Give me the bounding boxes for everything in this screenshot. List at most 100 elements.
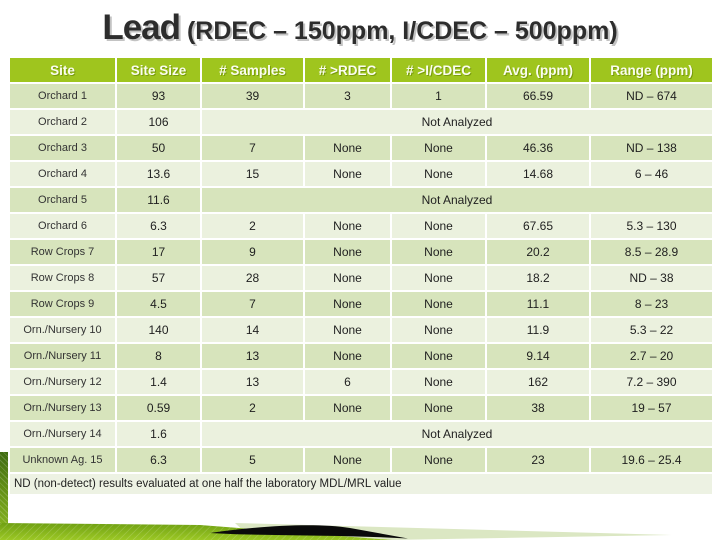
cell-gt-rdec: 6 [303, 368, 392, 396]
cell-site: Orn./Nursery 12 [8, 368, 117, 396]
cell-avg-ppm: 14.68 [485, 160, 591, 188]
cell-avg-ppm: 67.65 [485, 212, 591, 240]
cell-range-ppm: 19.6 – 25.4 [589, 446, 714, 474]
cell-not-analyzed: Not Analyzed [200, 108, 714, 136]
table-row: Row Crops 9 4.5 7 None None 11.1 8 – 23 [8, 290, 714, 318]
table-row: Orchard 4 13.6 15 None None 14.68 6 – 46 [8, 160, 714, 188]
cell-avg-ppm: 20.2 [485, 238, 591, 266]
table-row: Orchard 5 11.6 Not Analyzed [8, 186, 714, 214]
cell-site-size: 0.59 [115, 394, 202, 422]
cell-samples: 14 [200, 316, 305, 344]
cell-gt-rdec: None [303, 264, 392, 292]
cell-gt-rdec: None [303, 342, 392, 370]
column-header-3: # Samples [200, 56, 305, 84]
cell-site: Orchard 4 [8, 160, 117, 188]
cell-gt-rdec: None [303, 238, 392, 266]
column-header-1: Site [8, 56, 117, 84]
cell-site-size: 4.5 [115, 290, 202, 318]
cell-gt-rdec: None [303, 160, 392, 188]
cell-site-size: 6.3 [115, 446, 202, 474]
table-row: Orn./Nursery 12 1.4 13 6 None 162 7.2 – 390 [8, 368, 714, 396]
cell-range-ppm: ND – 674 [589, 82, 714, 110]
cell-gt-icdec: None [390, 446, 487, 474]
table-row: Orn./Nursery 14 1.6 Not Analyzed [8, 420, 714, 448]
cell-site-size: 1.6 [115, 420, 202, 448]
cell-range-ppm: 2.7 – 20 [589, 342, 714, 370]
table-row: Orn./Nursery 10 140 14 None None 11.9 5.3 – 22 [8, 316, 714, 344]
cell-site-size: 11.6 [115, 186, 202, 214]
cell-range-ppm: 6 – 46 [589, 160, 714, 188]
table-row: Orchard 3 50 7 None None 46.36 ND – 138 [8, 134, 714, 162]
cell-samples: 5 [200, 446, 305, 474]
lead-results-table: Site Site Size # Samples # >RDEC # >I/CDEC Av… [8, 56, 714, 496]
cell-gt-icdec: None [390, 212, 487, 240]
cell-site-size: 1.4 [115, 368, 202, 396]
cell-gt-icdec: None [390, 238, 487, 266]
cell-not-analyzed: Not Analyzed [200, 420, 714, 448]
cell-range-ppm: 5.3 – 22 [589, 316, 714, 344]
cell-site-size: 8 [115, 342, 202, 370]
cell-site: Orchard 5 [8, 186, 117, 214]
column-header-2: Site Size [115, 56, 202, 84]
column-header-4: # >RDEC [303, 56, 392, 84]
column-header-7: Range (ppm) [589, 56, 714, 84]
black-swoosh [210, 525, 408, 539]
cell-samples: 2 [200, 394, 305, 422]
cell-gt-icdec: None [390, 342, 487, 370]
cell-avg-ppm: 162 [485, 368, 591, 396]
cell-site-size: 140 [115, 316, 202, 344]
cell-gt-icdec: None [390, 134, 487, 162]
title-lead: Lead [102, 8, 181, 47]
cell-range-ppm: 5.3 – 130 [589, 212, 714, 240]
cell-not-analyzed: Not Analyzed [200, 186, 714, 214]
table-row: Row Crops 8 57 28 None None 18.2 ND – 38 [8, 264, 714, 292]
left-accent-bar [0, 452, 8, 540]
cell-gt-rdec: 3 [303, 82, 392, 110]
cell-site: Orn./Nursery 13 [8, 394, 117, 422]
cell-gt-icdec: None [390, 316, 487, 344]
cell-site-size: 17 [115, 238, 202, 266]
cell-site: Orchard 3 [8, 134, 117, 162]
cell-avg-ppm: 11.1 [485, 290, 591, 318]
cell-site-size: 57 [115, 264, 202, 292]
cell-range-ppm: ND – 38 [589, 264, 714, 292]
cell-site: Orn./Nursery 10 [8, 316, 117, 344]
column-header-5: # >I/CDEC [390, 56, 487, 84]
cell-site: Orchard 6 [8, 212, 117, 240]
cell-samples: 13 [200, 342, 305, 370]
cell-gt-icdec: 1 [390, 82, 487, 110]
cell-site: Orchard 1 [8, 82, 117, 110]
table-row: Orn./Nursery 11 8 13 None None 9.14 2.7 – 20 [8, 342, 714, 370]
table-row: Orchard 2 106 Not Analyzed [8, 108, 714, 136]
cell-gt-rdec: None [303, 446, 392, 474]
cell-gt-icdec: None [390, 264, 487, 292]
footnote-text: ND (non-detect) results evaluated at one… [8, 472, 714, 496]
cell-gt-rdec: None [303, 134, 392, 162]
cell-avg-ppm: 9.14 [485, 342, 591, 370]
cell-range-ppm: 8 – 23 [589, 290, 714, 318]
cell-range-ppm: 7.2 – 390 [589, 368, 714, 396]
cell-site-size: 13.6 [115, 160, 202, 188]
cell-gt-icdec: None [390, 368, 487, 396]
cell-gt-rdec: None [303, 316, 392, 344]
cell-gt-rdec: None [303, 290, 392, 318]
cell-site: Orn./Nursery 14 [8, 420, 117, 448]
cell-samples: 15 [200, 160, 305, 188]
cell-avg-ppm: 23 [485, 446, 591, 474]
cell-samples: 28 [200, 264, 305, 292]
bottom-decoration [0, 523, 672, 540]
cell-gt-rdec: None [303, 394, 392, 422]
cell-site: Orn./Nursery 11 [8, 342, 117, 370]
cell-samples: 9 [200, 238, 305, 266]
cell-avg-ppm: 66.59 [485, 82, 591, 110]
cell-site: Orchard 2 [8, 108, 117, 136]
table-header-row: Site Site Size # Samples # >RDEC # >I/CDEC Av… [8, 56, 714, 84]
cell-site-size: 50 [115, 134, 202, 162]
cell-site-size: 6.3 [115, 212, 202, 240]
cell-site: Row Crops 8 [8, 264, 117, 292]
cell-site: Row Crops 7 [8, 238, 117, 266]
cell-site: Row Crops 9 [8, 290, 117, 318]
cell-samples: 39 [200, 82, 305, 110]
cell-gt-icdec: None [390, 394, 487, 422]
